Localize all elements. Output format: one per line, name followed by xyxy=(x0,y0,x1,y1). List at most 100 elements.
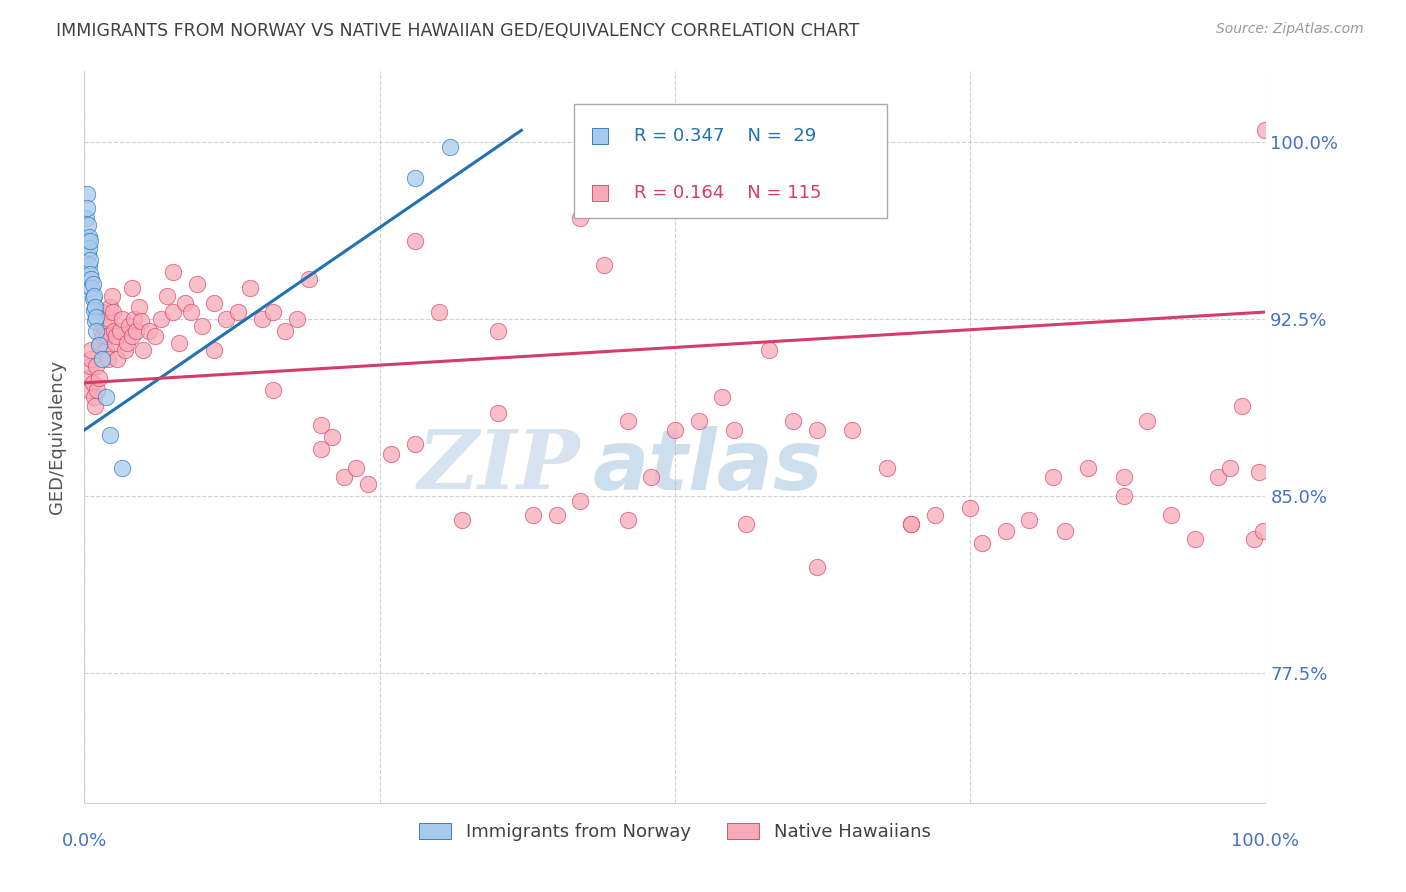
Point xyxy=(86,383,108,397)
Point xyxy=(782,413,804,427)
Point xyxy=(1251,524,1274,539)
Point xyxy=(215,312,238,326)
FancyBboxPatch shape xyxy=(575,104,887,218)
Point xyxy=(125,324,148,338)
Point xyxy=(101,305,124,319)
Text: 0.0%: 0.0% xyxy=(62,832,107,850)
Point xyxy=(711,390,734,404)
Point xyxy=(1112,489,1135,503)
Point xyxy=(1160,508,1182,522)
Point xyxy=(83,390,105,404)
Point xyxy=(924,508,946,522)
Point xyxy=(734,517,756,532)
Point xyxy=(1249,466,1271,480)
Point xyxy=(80,272,103,286)
Point xyxy=(162,305,184,319)
Point xyxy=(115,335,138,350)
Point xyxy=(79,234,101,248)
Point xyxy=(723,423,745,437)
Point xyxy=(274,324,297,338)
Point xyxy=(994,524,1017,539)
Point xyxy=(486,324,509,338)
Point xyxy=(404,234,426,248)
Point xyxy=(202,343,225,357)
Point xyxy=(84,324,107,338)
Point xyxy=(262,383,284,397)
Point xyxy=(77,241,100,255)
Text: 100.0%: 100.0% xyxy=(1232,832,1299,850)
Point xyxy=(589,526,612,541)
Point xyxy=(970,536,993,550)
Point xyxy=(105,328,128,343)
Point xyxy=(900,517,922,532)
Point xyxy=(83,302,105,317)
Point xyxy=(143,328,166,343)
Point xyxy=(1230,400,1253,414)
Point xyxy=(640,470,662,484)
Point xyxy=(333,470,356,484)
Point xyxy=(129,314,152,328)
Point xyxy=(75,211,97,225)
Point xyxy=(91,328,114,343)
Point xyxy=(84,359,107,374)
Point xyxy=(1136,413,1159,427)
Point xyxy=(77,258,100,272)
Point xyxy=(128,301,150,315)
Point xyxy=(180,305,202,319)
Point xyxy=(77,218,100,232)
Point xyxy=(285,312,308,326)
Point xyxy=(80,352,103,367)
Point xyxy=(77,229,100,244)
Point xyxy=(121,281,143,295)
Point xyxy=(80,343,103,357)
Point xyxy=(1254,123,1277,137)
Point xyxy=(97,352,120,367)
Point xyxy=(841,423,863,437)
Point xyxy=(79,253,101,268)
Point xyxy=(79,267,101,281)
Point xyxy=(250,312,273,326)
Point xyxy=(664,423,686,437)
Point xyxy=(104,335,127,350)
Point xyxy=(688,413,710,427)
Point xyxy=(226,305,249,319)
Legend: Immigrants from Norway, Native Hawaiians: Immigrants from Norway, Native Hawaiians xyxy=(412,816,938,848)
Point xyxy=(84,310,107,324)
Point xyxy=(82,376,104,390)
Point xyxy=(239,281,262,295)
Point xyxy=(522,508,544,522)
Point xyxy=(1206,470,1229,484)
Point xyxy=(806,423,828,437)
Point xyxy=(900,517,922,532)
Point xyxy=(76,201,98,215)
Point xyxy=(1219,460,1241,475)
Point xyxy=(439,140,461,154)
Point xyxy=(1077,460,1099,475)
Point xyxy=(122,312,145,326)
Point xyxy=(156,288,179,302)
Point xyxy=(82,291,104,305)
Point xyxy=(80,281,103,295)
Point xyxy=(616,513,638,527)
Point xyxy=(1243,532,1265,546)
Point xyxy=(108,324,131,338)
Point xyxy=(98,312,121,326)
Point xyxy=(82,277,104,291)
Point xyxy=(1042,470,1064,484)
Point xyxy=(593,258,616,272)
Point xyxy=(77,383,100,397)
Point xyxy=(93,319,115,334)
Text: ZIP: ZIP xyxy=(418,426,581,507)
Point xyxy=(77,371,100,385)
Point xyxy=(298,272,321,286)
Point xyxy=(83,288,105,302)
Point xyxy=(569,493,592,508)
Point xyxy=(876,460,898,475)
Point xyxy=(84,400,107,414)
Point xyxy=(98,301,121,315)
Point xyxy=(1112,470,1135,484)
Point xyxy=(758,343,780,357)
Point xyxy=(186,277,208,291)
Point xyxy=(309,418,332,433)
Point xyxy=(91,352,114,367)
